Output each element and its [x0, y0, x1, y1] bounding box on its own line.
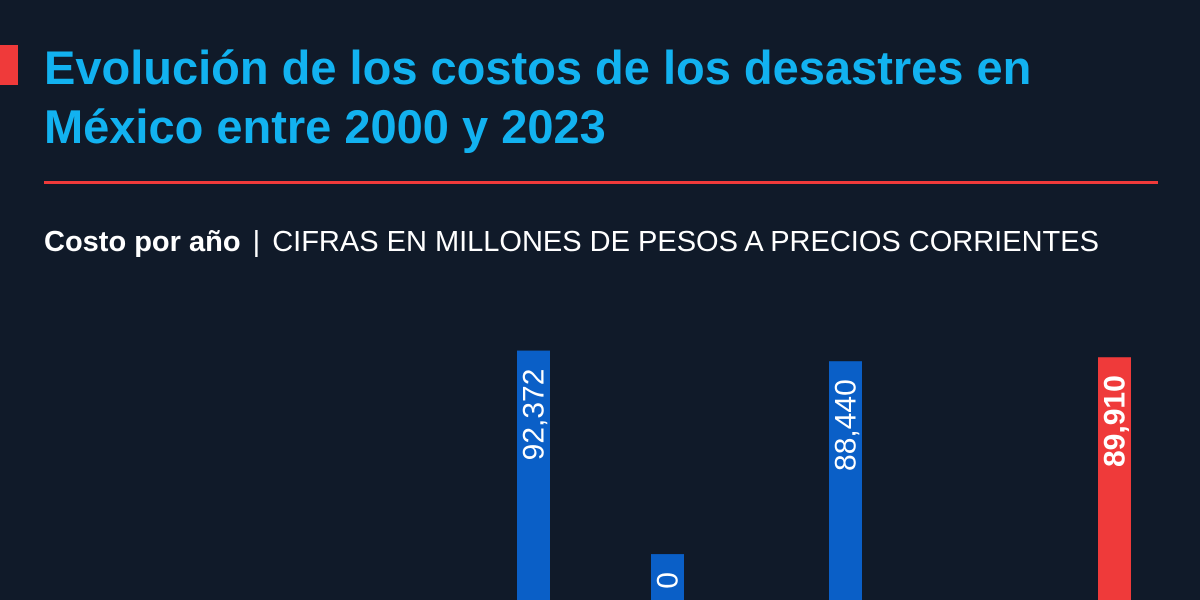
bar-4 [1098, 357, 1131, 600]
bar-value-label-2: 0 [652, 572, 685, 589]
accent-mark [0, 45, 18, 85]
bar-2 [651, 554, 684, 600]
chart-subtitle: Costo por año | CIFRAS EN MILLONES DE PE… [44, 218, 1154, 266]
subtitle-units: CIFRAS EN MILLONES DE PESOS A PRECIOS CO… [272, 226, 1099, 258]
subtitle-bold: Costo por año [44, 226, 241, 258]
title-divider [44, 181, 1158, 184]
bar-value-label-4: 89,910 [1099, 375, 1132, 467]
bar-value-label-3: 88,440 [830, 379, 863, 471]
bar-value-label-1: 92,372 [518, 369, 551, 461]
page-title: Evolución de los costos de los desastres… [44, 41, 1032, 153]
bar-3 [829, 361, 862, 600]
subtitle-separator: | [252, 226, 261, 258]
bar-1 [517, 350, 550, 600]
